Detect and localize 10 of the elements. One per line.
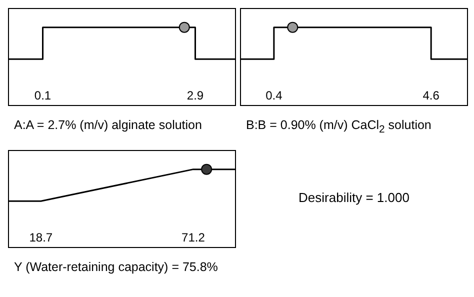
x-tick-label: 18.7 — [29, 230, 53, 244]
x-axis-title: Y (Water-retaining capacity) = 75.8% — [13, 260, 219, 274]
x-tick-label: 2.9 — [186, 88, 204, 103]
x-tick-label: 0.1 — [34, 88, 52, 103]
x-axis-title: A:A = 2.7% (m/v) alginate solution — [13, 118, 203, 132]
x-tick-label: 4.6 — [422, 88, 440, 103]
x-tick-label: 71.2 — [182, 230, 206, 244]
x-axis-title: B:B = 0.90% (m/v) CaCl$_{2}$ solution — [245, 118, 432, 136]
x-tick-label: 0.4 — [266, 88, 283, 103]
text: Desirability = 1.000 — [298, 190, 410, 205]
